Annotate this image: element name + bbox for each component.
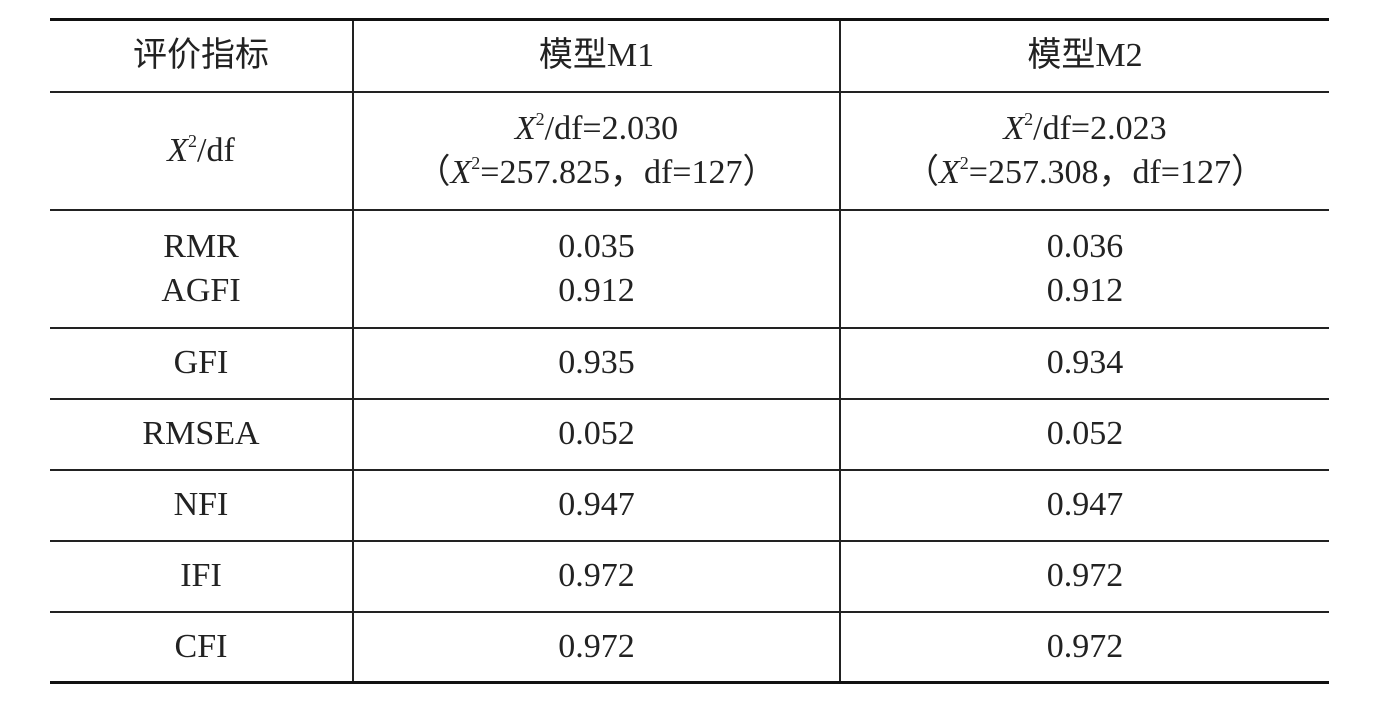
cell-text: 0.935 [558, 344, 635, 381]
table-row: IFI 0.972 0.972 [50, 539, 1329, 612]
table-cell: 0.972 [839, 610, 1329, 683]
cell-text: 0.912 [1046, 271, 1124, 309]
table-cell: 0.036 0.912 [839, 208, 1329, 328]
cell-text: X [167, 131, 188, 169]
cell-text: 0.947 [558, 486, 635, 523]
cell-text: 0.052 [558, 415, 635, 452]
cell-text: X [1003, 109, 1025, 147]
table-cell: 0.052 [839, 397, 1329, 470]
table-cell: 0.972 [352, 539, 840, 612]
cell-text: GFI [173, 344, 229, 381]
table-cell: X2/df=2.030 （X2=257.825，df=127） [352, 90, 840, 210]
table-cell: 0.052 [352, 397, 840, 470]
header-text: 评价指标 [133, 36, 269, 74]
cell-text: 0.947 [1046, 486, 1124, 523]
table-cell: CFI [50, 610, 353, 683]
cell-text: /df=2.030 [544, 109, 679, 147]
cell-text: 0.035 [558, 227, 635, 265]
header-cell: 模型M1 [352, 19, 840, 92]
table-row: X2/df X2/df=2.030 （X2=257.825，df=127） X2/df… [50, 90, 1329, 210]
table-row: NFI 0.947 0.947 [50, 468, 1329, 541]
table-cell: 0.935 [352, 326, 840, 399]
table-row: GFI 0.935 0.934 [50, 326, 1329, 399]
cell-text: 0.934 [1046, 344, 1124, 381]
table-cell: 0.972 [352, 610, 840, 683]
table-cell: IFI [50, 539, 353, 612]
header-row: 评价指标 模型M1 模型M2 [50, 19, 1329, 92]
cell-text: 0.972 [1046, 627, 1124, 665]
cell-text: 0.036 [1046, 227, 1124, 265]
cell-line: X2/df=2.023 [841, 107, 1329, 151]
cell-text: X [514, 109, 536, 147]
cell-text: IFI [180, 557, 222, 594]
cell-text: /df [197, 131, 235, 169]
header-text: 模型M2 [1027, 36, 1143, 74]
table-cell: GFI [50, 326, 353, 399]
fit-table: 评价指标 模型M1 模型M2 X2/df X2/df=2.030 （X2=257.825… [50, 18, 1329, 684]
cell-text: RMR [163, 227, 239, 265]
cell-line: （X2=257.308，df=127） [841, 151, 1329, 195]
cell-text: X [939, 153, 960, 191]
table-body: X2/df X2/df=2.030 （X2=257.825，df=127） X2/df… [50, 90, 1329, 683]
table-cell: 0.972 [839, 539, 1329, 612]
table-cell: RMSEA [50, 397, 353, 470]
cell-text: RMSEA [142, 415, 260, 452]
cell-text: 2 [188, 130, 197, 151]
cell-text: =257.825，df=127） [480, 153, 777, 191]
cell-text: NFI [173, 486, 229, 523]
cell-text: 0.912 [558, 271, 635, 309]
table-row: RMSEA 0.052 0.052 [50, 397, 1329, 470]
header-cell: 评价指标 [50, 20, 353, 92]
cell-text: AGFI [161, 271, 241, 309]
cell-text: CFI [174, 627, 228, 665]
cell-text: =257.308，df=127） [968, 153, 1265, 191]
table-cell: 0.947 [839, 468, 1329, 541]
table-cell: X2/df=2.023 （X2=257.308，df=127） [839, 90, 1329, 210]
cell-line: X2/df [50, 129, 352, 173]
cell-text: 2 [471, 152, 481, 173]
cell-text: 0.972 [558, 627, 635, 665]
cell-text: 0.052 [1046, 415, 1124, 452]
cell-text: 2 [959, 152, 969, 173]
cell-text: 2 [1024, 108, 1034, 129]
table-head: 评价指标 模型M1 模型M2 [50, 19, 1329, 92]
cell-text: 0.972 [1046, 557, 1124, 594]
table-cell: NFI [50, 468, 353, 541]
table-cell: RMR AGFI [50, 208, 353, 328]
cell-line: （X2=257.825，df=127） [354, 151, 839, 195]
header-cell: 模型M2 [839, 19, 1329, 92]
cell-text: /df=2.023 [1033, 109, 1167, 147]
table-row: RMR AGFI 0.035 0.912 0.036 0.912 [50, 208, 1329, 328]
table-cell: 0.035 0.912 [352, 208, 840, 328]
table-cell: 0.947 [352, 468, 840, 541]
table-row: CFI 0.972 0.972 [50, 610, 1329, 683]
header-text: 模型M1 [538, 36, 655, 74]
cell-line: X2/df=2.030 [354, 107, 839, 151]
cell-text: （ [416, 153, 451, 191]
cell-text: X [450, 153, 472, 191]
table-cell: X2/df [50, 90, 353, 210]
cell-text: 0.972 [558, 557, 635, 594]
cell-text: （ [905, 153, 940, 191]
cell-text: 2 [535, 108, 545, 129]
table-cell: 0.934 [839, 326, 1329, 399]
